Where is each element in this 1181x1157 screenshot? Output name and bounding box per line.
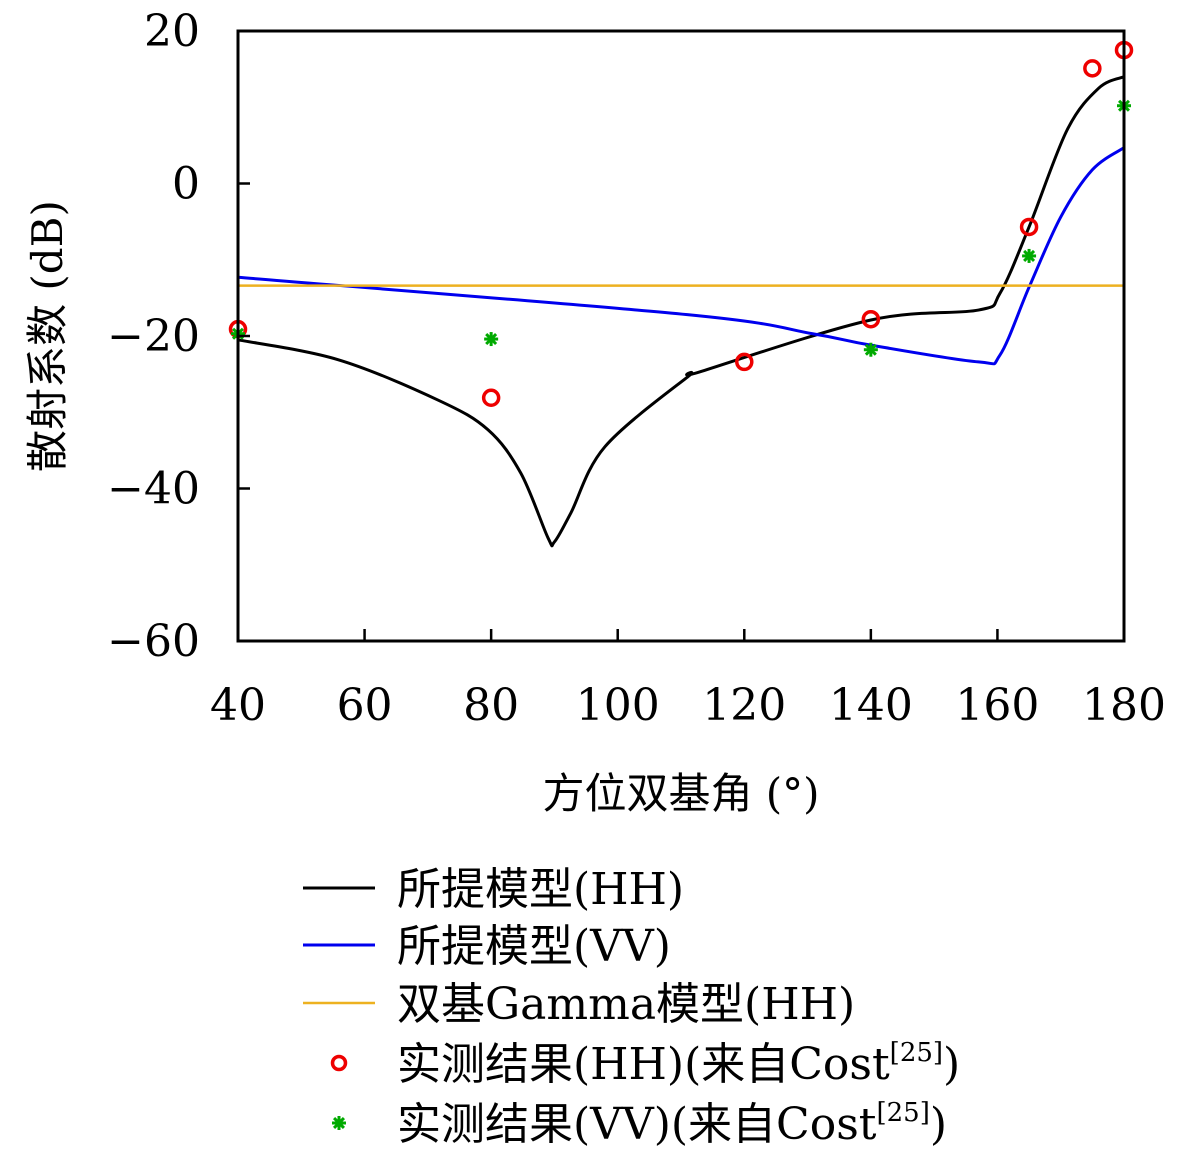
- series-3-point: [861, 309, 881, 329]
- series-1-line: [237, 146, 1125, 366]
- x-tick-label: 40: [210, 680, 266, 731]
- plot-area: [228, 40, 1134, 548]
- series-3-point: [1083, 59, 1102, 78]
- y-tick-label: −40: [107, 464, 200, 515]
- legend-swatch: [330, 1054, 348, 1072]
- legend-label: 所提模型(HH): [397, 864, 684, 915]
- series-4-point: [863, 342, 878, 357]
- x-tick-label: 60: [337, 680, 393, 731]
- series-3-point: [735, 352, 754, 372]
- y-tick-label: 0: [172, 159, 200, 210]
- series-0-line: [237, 75, 1125, 548]
- x-tick-label: 160: [955, 680, 1039, 731]
- x-tick-label: 140: [829, 680, 913, 731]
- x-axis-label: 方位双基角 (°): [542, 769, 819, 818]
- y-axis-label: 散射系数 (dB): [23, 200, 72, 472]
- legend-label: 实测结果(VV)(来自Cost[25]): [397, 1098, 947, 1150]
- x-tick-label: 80: [463, 680, 519, 731]
- legend-label: 所提模型(VV): [397, 921, 671, 972]
- series-3-point: [1019, 217, 1039, 237]
- x-tick-label: 100: [576, 680, 660, 731]
- x-tick-label: 120: [702, 680, 786, 731]
- x-tick-label: 180: [1082, 680, 1166, 731]
- series-3-point: [481, 388, 501, 408]
- y-tick-label: −20: [107, 311, 200, 362]
- y-tick-label: 20: [144, 6, 200, 57]
- series-4-point: [484, 332, 499, 347]
- legend-label: 实测结果(HH)(来自Cost[25]): [397, 1038, 960, 1090]
- plot-frame: [236, 29, 1126, 643]
- series-4-point: [1022, 248, 1037, 263]
- legend-label: 双基Gamma模型(HH): [397, 979, 855, 1030]
- legend-swatch: [332, 1116, 346, 1130]
- y-axis: 20 0 −20 −40 −60: [107, 6, 250, 667]
- legend: 所提模型(HH) 所提模型(VV) 双基Gamma模型(HH) 实测结果(HH)(来自…: [303, 864, 960, 1150]
- x-axis: 40 60 80 100 120 140 160 180: [210, 629, 1166, 731]
- y-tick-label: −60: [107, 616, 200, 667]
